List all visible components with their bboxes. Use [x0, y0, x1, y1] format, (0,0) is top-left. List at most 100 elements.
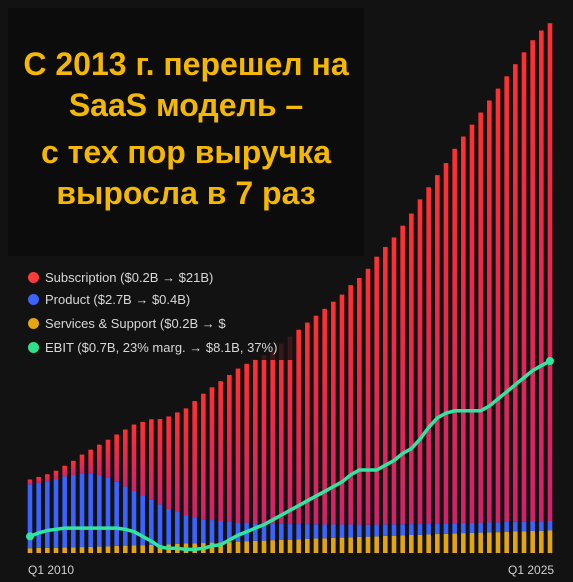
subscription-bar [235, 368, 241, 523]
product-bar [521, 521, 527, 532]
subscription-bar [287, 336, 293, 525]
services-bar [469, 532, 475, 553]
legend-dot-icon [28, 342, 39, 353]
subscription-bar [166, 416, 171, 509]
legend-label: Services & Support ($0.2B → $ [45, 316, 226, 331]
subscription-bar [374, 256, 379, 525]
subscription-bar [209, 387, 215, 521]
services-bar [539, 530, 544, 553]
product-bar [495, 522, 501, 533]
product-bar [383, 524, 388, 536]
product-bar [417, 524, 423, 535]
subscription-bar [348, 285, 353, 525]
headline-box: С 2013 г. перешел на SaaS модель – с тех… [8, 8, 364, 256]
x-axis-last-label: Q1 2025 [508, 563, 555, 577]
subscription-bar [331, 301, 336, 525]
subscription-bar [305, 322, 310, 525]
services-bar [547, 530, 553, 553]
services-bar [244, 541, 249, 553]
product-bar [62, 476, 67, 548]
services-bar [71, 547, 76, 553]
product-bar [469, 522, 475, 533]
subscription-bar [192, 401, 197, 518]
services-bar [513, 531, 518, 553]
services-bar [435, 534, 440, 553]
product-bar [478, 522, 483, 533]
services-bar [45, 547, 50, 553]
product-bar [400, 524, 405, 536]
product-bar [391, 524, 397, 536]
subscription-bar [71, 460, 76, 476]
services-bar [62, 547, 67, 553]
legend: Subscription ($0.2B → $21B) Product ($2.… [22, 264, 294, 360]
product-bar [261, 523, 267, 541]
legend-label: Subscription ($0.2B → $21B) [45, 270, 214, 285]
subscription-bar [149, 419, 154, 500]
product-bar [322, 524, 327, 539]
subscription-bar [140, 421, 145, 496]
subscription-bar [53, 470, 59, 480]
subscription-bar [175, 412, 180, 512]
product-bar [513, 521, 518, 532]
product-bar [357, 524, 362, 537]
product-bar [374, 524, 379, 537]
headline-line: SaaS модель – [68, 87, 304, 123]
subscription-bar [547, 23, 553, 521]
product-bar [123, 486, 128, 546]
product-bar [218, 521, 223, 543]
services-bar [426, 534, 431, 553]
services-bar [279, 539, 284, 553]
services-bar [383, 535, 388, 553]
product-bar [331, 524, 336, 538]
services-bar [357, 536, 362, 553]
product-bar [45, 481, 50, 548]
subscription-bar [157, 419, 163, 505]
ebit-start-point [26, 532, 34, 541]
subscription-bar [521, 52, 527, 522]
product-bar [114, 481, 119, 546]
subscription-bar [62, 465, 67, 477]
product-bar [305, 524, 310, 539]
product-bar [313, 524, 319, 539]
subscription-bar [27, 479, 33, 485]
services-bar [296, 539, 301, 553]
services-bar [478, 532, 483, 553]
subscription-bar [244, 363, 249, 523]
subscription-bar [409, 213, 414, 525]
ebit-end-point [546, 356, 554, 365]
services-bar [313, 538, 319, 553]
product-bar [487, 522, 492, 533]
subscription-bar [443, 163, 449, 524]
subscription-bar [131, 424, 137, 491]
bar-group [27, 23, 553, 554]
headline-line: с тех пор выручка [40, 134, 332, 170]
services-bar [253, 540, 258, 553]
subscription-bar [253, 359, 258, 524]
subscription-bar [261, 355, 267, 524]
legend-dot-icon [28, 318, 39, 329]
subscription-bar [435, 175, 440, 524]
services-bar [53, 547, 59, 553]
services-bar [305, 538, 310, 553]
product-bar [339, 524, 345, 538]
product-bar [149, 499, 154, 545]
services-bar [504, 531, 509, 553]
services-bar [235, 541, 241, 553]
services-bar [365, 536, 371, 553]
product-bar [287, 524, 293, 540]
subscription-bar [123, 429, 128, 487]
services-bar [105, 546, 111, 553]
services-bar [452, 533, 457, 553]
subscription-bar [313, 315, 319, 525]
subscription-bar [227, 374, 232, 522]
services-bar [443, 533, 449, 553]
subscription-bar [270, 350, 275, 524]
services-bar [417, 534, 423, 553]
services-bar [79, 547, 85, 553]
services-bar [495, 532, 501, 553]
product-bar [157, 504, 163, 545]
product-bar [27, 484, 33, 549]
headline-line: С 2013 г. перешел на [23, 46, 349, 82]
services-bar [227, 542, 232, 553]
